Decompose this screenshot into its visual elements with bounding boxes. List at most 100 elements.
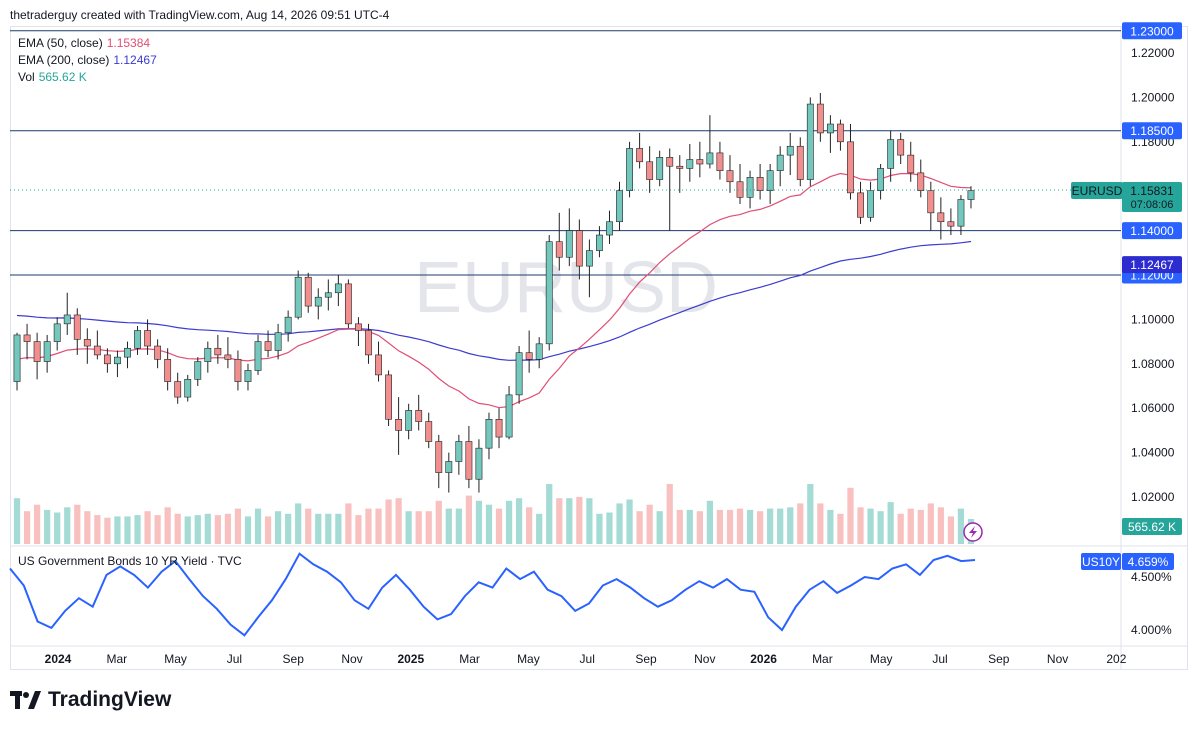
ema200-line: [16, 240, 972, 361]
price-tick-label: 1.20000: [1131, 90, 1175, 104]
price-tick-label: 1.02000: [1131, 490, 1175, 504]
candle-body: [174, 381, 182, 398]
legend-ema50-value: 1.15384: [106, 36, 151, 50]
legend-ema200-value: 1.12467: [113, 53, 157, 67]
time-axis-label: Nov: [1047, 652, 1068, 666]
candle-body: [134, 330, 141, 349]
price-label-box: [1122, 222, 1182, 240]
volume-bar: [124, 516, 131, 544]
candle-body: [224, 354, 232, 360]
price-label-text: 1.12467: [1130, 258, 1174, 272]
volume-bar: [244, 516, 252, 544]
price-tick-label: 1.04000: [1131, 446, 1175, 460]
volume-bar: [897, 513, 904, 544]
volume-bar: [696, 511, 703, 544]
volume-bar: [285, 513, 292, 544]
candle-body: [555, 241, 563, 258]
chart-frame[interactable]: [10, 26, 1188, 670]
time-axis-label: Sep: [988, 652, 1010, 666]
legend-vol[interactable]: Vol 565.62 K: [18, 69, 157, 86]
volume-bar: [767, 508, 774, 544]
candle-body: [666, 157, 674, 167]
candle-body: [545, 241, 553, 345]
volume-badge-text: 565.62 K: [1128, 520, 1176, 534]
volume-bar: [706, 500, 714, 544]
volume-bar: [33, 504, 41, 544]
volume-bar: [807, 484, 814, 544]
price-label-text: 1.18500: [1130, 124, 1174, 138]
volume-bar: [335, 513, 342, 544]
candles: [13, 92, 975, 493]
candle-body: [304, 276, 312, 307]
time-axis-label: Sep: [283, 652, 305, 666]
volume-bar: [937, 507, 944, 544]
price-label-box: [1122, 122, 1182, 140]
volume-bar: [345, 503, 352, 544]
volume-bar: [375, 508, 382, 544]
time-axis-label: May: [517, 652, 540, 666]
candle-body: [445, 461, 453, 473]
lower-pane-legend[interactable]: US Government Bonds 10 YR Yield · TVC: [18, 553, 242, 570]
current-symbol: EURUSD: [1072, 184, 1123, 198]
candle-body: [294, 276, 302, 318]
candle-body: [355, 323, 362, 331]
lightning-icon[interactable]: [963, 522, 983, 542]
legend-ema200[interactable]: EMA (200, close) 1.12467: [18, 52, 157, 69]
volume-bar: [445, 508, 452, 544]
legend-ema50[interactable]: EMA (50, close) 1.15384: [18, 35, 157, 52]
candle-body: [405, 410, 413, 431]
volume-bar: [606, 512, 613, 544]
volume-bar: [485, 504, 493, 544]
volume-bar: [54, 512, 61, 544]
volume-bar: [817, 503, 824, 544]
volume-bar: [837, 513, 844, 544]
volume-bar: [616, 503, 623, 544]
candle-body: [626, 148, 633, 191]
volume-bar: [475, 500, 483, 544]
candle-body: [736, 181, 744, 198]
candle-body: [274, 332, 282, 351]
ema50-path: [16, 172, 972, 409]
volume-bar: [425, 511, 432, 544]
volume-bar: [887, 502, 894, 544]
candle-body: [23, 334, 31, 342]
candle-body: [254, 341, 262, 371]
candle-body: [646, 161, 654, 180]
tradingview-logo[interactable]: TradingView: [10, 688, 171, 712]
volume-bar: [847, 487, 854, 544]
candle-body: [816, 103, 824, 134]
yield-symbol: US10Y: [1082, 555, 1120, 569]
volume-bar: [536, 513, 543, 544]
price-tick-label: 1.08000: [1131, 357, 1175, 371]
volume-badge: 565.62 K: [1122, 518, 1182, 535]
volume-bar: [13, 498, 21, 544]
candle-body: [244, 370, 252, 382]
legend-ema200-label: EMA (200, close): [18, 53, 110, 67]
price-label-box: [1122, 256, 1182, 274]
candle-body: [344, 283, 352, 325]
volume-bar: [365, 508, 372, 544]
candle-body: [475, 447, 483, 480]
volume-bar: [777, 508, 784, 544]
volume-bar: [576, 496, 583, 544]
time-axis-label: Jul: [580, 652, 595, 666]
volume-bar: [194, 515, 201, 544]
volume-bar: [546, 484, 553, 544]
volume-bar: [556, 498, 563, 544]
volume-bar: [465, 495, 473, 544]
candle-body: [385, 374, 392, 420]
volume-bar: [596, 513, 603, 544]
candle-body: [907, 154, 915, 174]
volume-bar: [877, 511, 884, 544]
candle-body: [796, 145, 804, 180]
candle-body: [465, 441, 473, 480]
yield-path: [9, 552, 976, 637]
volume-bar: [827, 509, 834, 544]
volume-bar: [264, 516, 272, 544]
price-label-text: 1.14000: [1130, 224, 1174, 238]
candle-body: [63, 314, 71, 325]
candle-body: [334, 283, 342, 294]
price-label-text: 1.23000: [1130, 24, 1174, 38]
volume-bar: [164, 507, 171, 544]
